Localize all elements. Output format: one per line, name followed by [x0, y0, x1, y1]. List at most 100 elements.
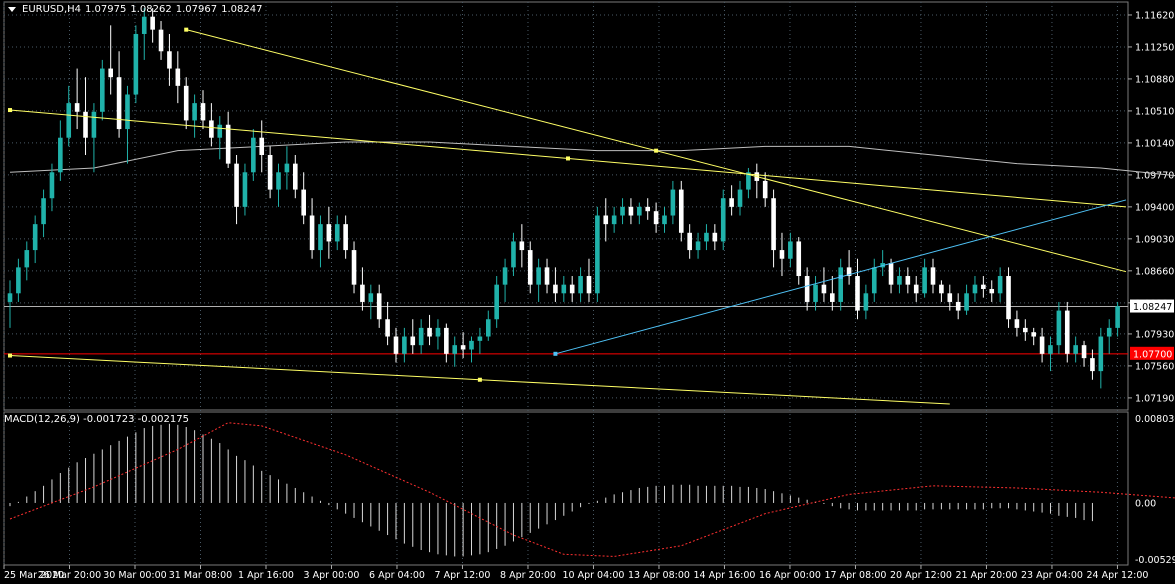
candle-body	[91, 111, 97, 138]
candle-body	[1006, 276, 1011, 320]
chart-header: EURUSD,H4 1.07975 1.08262 1.07967 1.0824…	[8, 4, 262, 15]
candle-body	[301, 189, 306, 216]
candle-body	[393, 336, 399, 354]
price-axis-label: 1.09030	[1135, 234, 1174, 245]
time-axis-label: 14 Apr 16:00	[693, 570, 755, 581]
candle	[1106, 319, 1112, 354]
time-axis-label: 30 Mar 00:00	[103, 570, 166, 581]
candle-body	[704, 232, 709, 242]
candle-body	[830, 293, 835, 302]
candle-body	[141, 16, 147, 34]
candle	[779, 232, 785, 277]
time-axis-label: 21 Apr 20:00	[955, 570, 1017, 581]
trendline-anchor[interactable]	[553, 351, 558, 356]
candle-body	[368, 293, 374, 302]
trendline-anchor[interactable]	[654, 148, 659, 153]
collapse-triangle-icon[interactable]	[8, 7, 16, 12]
candle-body	[855, 276, 860, 311]
candle-body	[334, 224, 340, 242]
trendline-anchor[interactable]	[8, 108, 12, 113]
candle-body	[578, 276, 583, 294]
candle	[242, 163, 248, 216]
candle-body	[620, 206, 625, 216]
time-axis-label: 24 Apr 12:00	[1086, 570, 1148, 581]
candle	[141, 8, 147, 60]
candle-body	[360, 284, 365, 302]
candle	[217, 116, 223, 160]
candle-body	[309, 215, 315, 251]
trendline-anchor[interactable]	[8, 353, 12, 358]
candle-body	[637, 206, 642, 216]
candle-body	[32, 224, 38, 251]
trendline-anchor[interactable]	[838, 274, 843, 279]
candle-body	[628, 206, 634, 216]
price-axis-label: 1.10880	[1135, 74, 1174, 85]
candle	[125, 85, 130, 164]
candle-body	[469, 340, 474, 350]
candle-body	[150, 16, 155, 30]
candle	[720, 189, 726, 251]
candle-body	[284, 163, 290, 173]
trendline-anchor[interactable]	[477, 377, 482, 382]
candle	[225, 111, 231, 168]
candle	[376, 284, 382, 328]
candle	[402, 327, 407, 363]
candle-body	[49, 172, 55, 199]
candle	[410, 319, 416, 354]
candle	[360, 267, 365, 311]
candle	[662, 206, 667, 233]
candle-body	[292, 163, 298, 190]
trendline-anchor[interactable]	[184, 27, 189, 32]
candle	[301, 172, 306, 225]
candle-body	[955, 301, 961, 311]
candle	[855, 258, 860, 320]
candle	[670, 180, 676, 225]
candle	[418, 319, 424, 354]
candle-body	[762, 180, 768, 199]
candle	[846, 250, 852, 285]
time-axis-label: 25 Mar 2020	[4, 570, 64, 581]
candle-body	[343, 224, 348, 251]
candle-body	[779, 250, 785, 259]
open-value: 1.07975	[85, 4, 127, 15]
candle-body	[66, 103, 72, 138]
low-value: 1.07967	[175, 4, 218, 15]
candle	[804, 267, 810, 311]
candle-body	[1098, 336, 1104, 372]
candle	[150, 8, 155, 43]
candle-body	[611, 215, 617, 225]
candle	[91, 103, 97, 173]
candle	[678, 180, 684, 242]
high-value: 1.08262	[130, 4, 172, 15]
candle	[637, 202, 642, 225]
candle	[888, 258, 894, 294]
candle	[880, 250, 885, 277]
candle	[41, 189, 46, 238]
candle	[100, 59, 105, 121]
price-axis-label: 1.09400	[1135, 202, 1174, 213]
trendline-anchor[interactable]	[566, 156, 570, 161]
candle-body	[1048, 345, 1053, 354]
candle-body	[1031, 332, 1036, 337]
candle	[267, 146, 273, 199]
candle-body	[318, 224, 323, 251]
candle-body	[452, 345, 458, 354]
candle	[578, 267, 583, 302]
candle	[754, 163, 760, 199]
time-axis-label: 6 Apr 04:00	[369, 570, 425, 581]
candle-body	[939, 284, 944, 294]
candle	[259, 120, 265, 173]
candle	[553, 267, 558, 302]
candle	[913, 276, 919, 302]
candle-body	[981, 284, 986, 289]
candle-body	[813, 284, 818, 302]
close-value: 1.08247	[221, 4, 263, 15]
candle	[469, 336, 474, 363]
candle-body	[418, 327, 424, 346]
candle-body	[645, 206, 651, 212]
price-axis-label: 1.08660	[1135, 266, 1174, 277]
candle	[385, 301, 390, 346]
alert-price-badge	[1130, 346, 1174, 360]
